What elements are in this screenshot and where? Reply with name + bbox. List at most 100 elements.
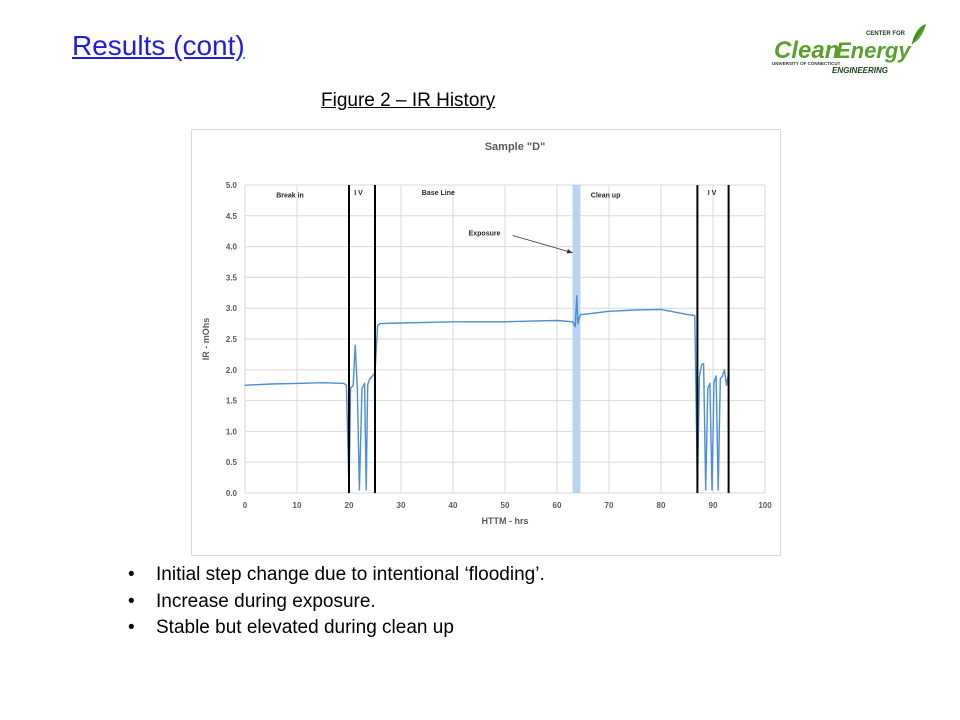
x-tick-label: 30	[397, 501, 406, 510]
ir-data-point	[356, 386, 358, 388]
y-tick-label: 0.5	[226, 458, 238, 467]
x-tick-label: 20	[345, 501, 354, 510]
bullet-text: Increase during exposure.	[156, 590, 376, 612]
ir-data-point	[576, 295, 578, 297]
x-tick-label: 60	[553, 501, 562, 510]
ir-data-point	[703, 363, 705, 365]
ir-data-point	[608, 310, 610, 312]
y-tick-label: 2.0	[226, 366, 238, 375]
logo-sub-text: UNIVERSITY OF CONNECTICUT	[772, 61, 841, 66]
x-tick-label: 80	[657, 501, 666, 510]
ir-data-point	[354, 344, 356, 346]
exposure-arrow-line	[512, 235, 573, 254]
bullet-item: • Increase during exposure.	[128, 589, 545, 616]
y-tick-label: 0.0	[226, 489, 238, 498]
ir-data-point	[707, 387, 709, 389]
x-tick-label: 40	[449, 501, 458, 510]
leaf-stem-icon	[911, 24, 926, 45]
ir-data-point	[379, 323, 381, 325]
ir-data-point	[350, 387, 352, 389]
ir-data-point	[452, 321, 454, 323]
figure-caption: Figure 2 – IR History	[321, 90, 496, 111]
y-tick-label: 3.0	[226, 304, 238, 313]
phase-annotation: I V	[354, 190, 363, 197]
ir-data-point	[322, 382, 324, 384]
ir-data-point	[717, 489, 719, 491]
exposure-band	[572, 185, 581, 493]
clean-energy-logo: CENTER FOR Clean Energy UNIVERSITY OF CO…	[772, 24, 926, 75]
ir-data-point	[713, 381, 715, 383]
ir-data-point	[725, 384, 728, 386]
y-tick-label: 2.5	[226, 335, 238, 344]
ir-data-point	[556, 319, 558, 322]
y-tick-label: 3.5	[226, 273, 238, 282]
ir-data-point	[715, 375, 717, 377]
ir-data-point	[698, 375, 701, 377]
ir-data-point	[705, 489, 707, 491]
ir-data-point	[709, 382, 711, 384]
y-axis-title: IR - mOhs	[201, 318, 211, 361]
logo-bottom-text: ENGINEERING	[832, 66, 888, 75]
bullet-text: Initial step change due to intentional ‘…	[156, 564, 545, 585]
bullet-item: • Stable but elevated during clean up	[128, 615, 545, 642]
x-axis-title: HTTM - hrs	[482, 516, 529, 526]
phase-annotation: Base Line	[422, 190, 455, 197]
ir-data-point	[660, 308, 662, 310]
ir-data-point	[580, 313, 582, 315]
ir-data-point	[694, 315, 696, 317]
ir-data-point	[719, 378, 721, 380]
phase-annotation: I V	[708, 190, 717, 197]
x-tick-label: 50	[501, 501, 510, 510]
ir-data-point	[686, 313, 688, 315]
bullet-text: Stable but elevated during clean up	[156, 617, 454, 638]
x-tick-label: 0	[243, 501, 248, 510]
logo-word-clean: Clean	[774, 37, 839, 64]
ir-data-point	[343, 382, 345, 384]
ir-data-point	[365, 489, 367, 491]
ir-data-point	[504, 321, 506, 323]
ir-data-point	[369, 378, 371, 380]
bullet-dot-icon: •	[128, 617, 135, 638]
ir-data-point	[426, 321, 428, 323]
ir-data-point	[530, 320, 532, 322]
phase-annotation: Exposure	[469, 231, 501, 238]
y-tick-label: 4.0	[226, 243, 238, 252]
ir-data-point	[577, 323, 579, 325]
y-tick-label: 4.5	[226, 212, 238, 221]
logo-top-text: CENTER FOR	[866, 31, 906, 37]
chart-frame: Sample "D" 0.0 0.5 1.0 1.5 2.0 2.5 3.0 3.5 4.0 4.5…	[191, 129, 781, 556]
slide-title: Results (cont)	[72, 30, 245, 61]
phase-annotation: Clean up	[591, 192, 621, 199]
ir-data-point	[364, 382, 366, 384]
y-tick-label: 5.0	[226, 181, 238, 190]
ir-data-point	[367, 384, 369, 386]
ir-data-point	[723, 369, 726, 371]
ir-data-point	[582, 313, 584, 315]
ir-data-point	[578, 316, 580, 318]
ir-series-line	[244, 295, 730, 491]
ir-data-point	[574, 326, 576, 328]
ir-data-point	[352, 384, 354, 386]
x-tick-label: 100	[758, 501, 772, 510]
ir-data-point	[296, 382, 298, 384]
bullet-dot-icon: •	[128, 590, 135, 612]
bullet-list: • Initial step change due to intentional …	[128, 562, 545, 642]
ir-data-point	[711, 489, 713, 491]
ir-data-point	[377, 324, 379, 326]
x-tick-label: 10	[293, 501, 302, 510]
ir-data-point	[244, 384, 246, 386]
ir-data-point	[345, 384, 347, 386]
ir-data-point	[361, 387, 363, 389]
arrow-head-icon	[566, 248, 573, 254]
bullet-dot-icon: •	[128, 564, 135, 585]
phase-annotation: Break in	[276, 192, 304, 199]
ir-data-point	[358, 489, 360, 491]
logo-word-energy: Energy	[836, 38, 912, 63]
x-tick-label: 90	[709, 501, 718, 510]
ir-data-point	[634, 309, 636, 311]
ir-data-point	[721, 375, 724, 377]
x-tick-label: 70	[605, 501, 614, 510]
ir-history-chart: Sample "D" 0.0 0.5 1.0 1.5 2.0 2.5 3.0 3.5 4.0 4.5…	[201, 141, 772, 526]
ir-data-point	[478, 321, 480, 323]
y-tick-label: 1.0	[226, 427, 238, 436]
